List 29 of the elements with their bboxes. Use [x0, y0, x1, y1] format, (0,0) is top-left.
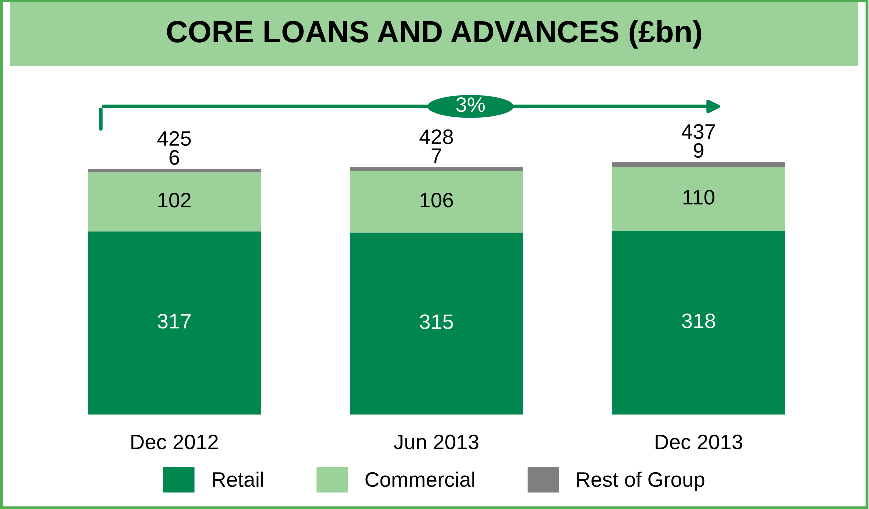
bar [350, 167, 524, 172]
x-tick-label: Dec 2013 [656, 434, 742, 450]
bar [350, 171, 524, 233]
bar [350, 232, 524, 415]
legend-label: Commercial [366, 472, 474, 488]
data-label: 106 [420, 192, 454, 208]
data-label: 102 [158, 192, 191, 208]
data-label: 318 [682, 314, 716, 329]
total-label: 428 [420, 130, 454, 144]
bar [88, 169, 262, 173]
x-tick-label: Jun 2013 [394, 434, 479, 450]
legend-label: Retail [213, 472, 264, 488]
bar [88, 232, 262, 415]
chart-title: CORE LOANS AND ADVANCES (£bn) [167, 20, 702, 49]
data-label: 9 [694, 143, 704, 158]
data-label: 110 [684, 190, 715, 205]
data-label: 6 [170, 150, 180, 166]
bar [612, 162, 786, 168]
bar [612, 231, 786, 415]
data-label: 315 [420, 314, 454, 330]
total-label: 437 [682, 124, 716, 140]
data-label: 317 [158, 314, 191, 329]
bar [88, 172, 262, 232]
data-label: 7 [432, 148, 442, 164]
total-label: 425 [158, 131, 192, 146]
bar [612, 167, 786, 232]
text: 3% [456, 98, 486, 112]
legend-label: Rest of Group [578, 472, 705, 492]
x-tick-label: Dec 2012 [132, 434, 218, 450]
